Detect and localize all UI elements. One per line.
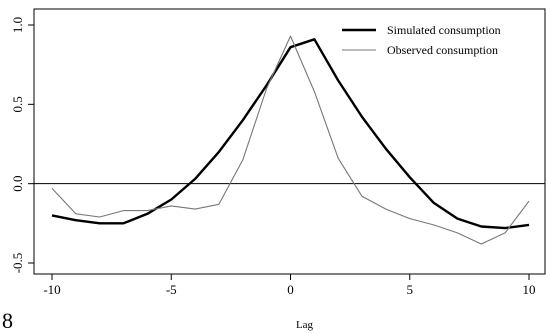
x-tick-label: -10	[43, 282, 60, 297]
x-tick-label: 5	[407, 282, 414, 297]
series-layer	[51, 35, 530, 245]
x-axis: -10 -5 0 5 10	[43, 274, 536, 297]
x-tick-label: 10	[523, 282, 536, 297]
legend: Simulated consumption Observed consumptio…	[342, 23, 501, 57]
y-tick-label: 0.5	[10, 96, 25, 112]
y-tick-label: -0.5	[10, 253, 25, 274]
legend-label: Simulated consumption	[387, 23, 501, 37]
series-line-simulated	[51, 38, 530, 230]
x-axis-title: Lag	[296, 319, 314, 331]
page-number: 8	[2, 308, 13, 333]
series-line-observed	[51, 35, 530, 245]
x-tick-label: 0	[287, 282, 294, 297]
y-tick-label: 0.0	[10, 176, 25, 192]
y-tick-label: 1.0	[10, 17, 25, 33]
legend-label: Observed consumption	[387, 43, 498, 57]
plot-frame	[33, 8, 546, 275]
x-tick-label: -5	[166, 282, 177, 297]
y-axis: -0.5 0.0 0.5 1.0	[10, 17, 34, 273]
